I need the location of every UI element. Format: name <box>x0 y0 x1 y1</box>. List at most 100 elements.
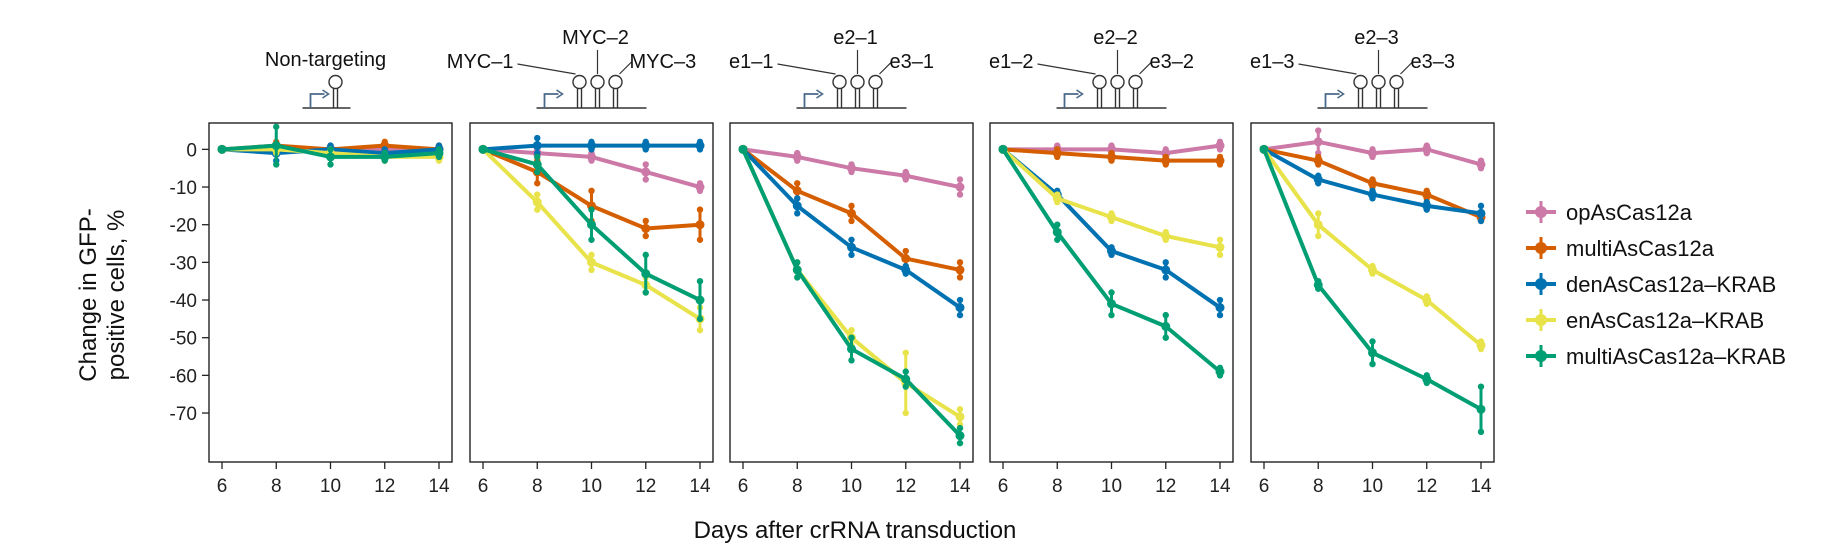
data-point <box>641 167 651 177</box>
data-point <box>1052 193 1062 203</box>
error-cap <box>696 206 704 213</box>
x-tick-label: 12 <box>635 476 656 497</box>
x-tick-label: 10 <box>581 476 602 497</box>
panel-frame <box>208 122 453 463</box>
error-cap <box>588 251 595 259</box>
error-cap <box>327 146 334 153</box>
error-cap <box>1162 259 1169 266</box>
y-tick-label: -70 <box>170 404 197 425</box>
error-cap <box>1477 202 1485 210</box>
data-point <box>792 265 802 275</box>
x-tick-label: 6 <box>1259 476 1270 497</box>
x-tick-label: 10 <box>841 476 862 497</box>
error-cap <box>956 406 964 413</box>
error-cap <box>1216 236 1224 243</box>
data-point <box>587 257 596 267</box>
guide-label: e1–3 <box>1250 51 1295 73</box>
data-point <box>1161 156 1171 166</box>
x-tick-label: 12 <box>895 476 916 497</box>
data-point <box>901 171 911 181</box>
data-point <box>1422 295 1432 305</box>
error-cap <box>534 168 541 176</box>
x-tick-label: 6 <box>998 476 1009 497</box>
legend-item: multiAsCas12a–KRAB <box>1526 344 1786 369</box>
data-point <box>380 152 390 162</box>
data-point <box>1368 178 1377 188</box>
error-cap <box>696 236 704 243</box>
data-point <box>901 374 911 384</box>
data-point <box>1422 201 1432 211</box>
legend-swatch-point <box>1535 350 1547 362</box>
error-cap <box>848 357 855 364</box>
y-axis-label-line1: Change in GFP- <box>75 208 102 381</box>
y-tick-label: -10 <box>170 178 197 199</box>
data-point <box>1368 265 1377 275</box>
error-cap <box>534 134 541 142</box>
data-point <box>847 208 856 218</box>
error-cap <box>848 236 855 243</box>
series-line <box>741 148 962 438</box>
error-cap <box>1369 338 1376 345</box>
data-point <box>1368 190 1377 200</box>
error-cap <box>902 349 909 356</box>
error-cap <box>588 206 595 213</box>
data-point <box>478 144 488 154</box>
error-cap <box>642 232 649 240</box>
data-point <box>271 141 281 151</box>
data-point <box>641 141 651 151</box>
data-point <box>695 220 705 230</box>
axis-labels: Change in GFP- positive cells, % Days af… <box>75 208 1016 544</box>
error-cap <box>1216 251 1224 259</box>
legend-swatch-point <box>1535 206 1547 218</box>
x-tick-label: 10 <box>1362 476 1383 497</box>
data-point <box>955 412 965 422</box>
panel-frame <box>1250 122 1495 463</box>
error-cap <box>1369 360 1376 368</box>
data-point <box>587 141 596 151</box>
error-cap <box>696 315 704 323</box>
data-point <box>955 265 965 275</box>
error-cap <box>902 247 909 255</box>
data-point <box>1107 246 1116 256</box>
data-point <box>792 152 802 162</box>
legend-item: enAsCas12a–KRAB <box>1526 308 1764 333</box>
data-point <box>695 141 705 151</box>
y-tick-label: -40 <box>170 291 197 312</box>
error-cap <box>1315 127 1322 134</box>
error-cap <box>642 251 649 259</box>
x-tick-label: 14 <box>1209 476 1231 497</box>
data-point <box>587 152 596 162</box>
error-cap <box>534 191 541 198</box>
data-point <box>1422 374 1432 384</box>
x-tick-label: 10 <box>1101 476 1122 497</box>
error-cap <box>794 180 801 187</box>
legend-item: denAsCas12a–KRAB <box>1526 272 1776 297</box>
error-cap <box>327 161 334 168</box>
data-point <box>1313 280 1323 290</box>
legend-label: denAsCas12a–KRAB <box>1566 272 1776 297</box>
error-cap <box>848 251 855 259</box>
error-cap <box>794 210 801 217</box>
data-point <box>1215 156 1225 166</box>
error-cap <box>588 187 595 194</box>
data-point <box>998 144 1008 154</box>
error-cap <box>1477 383 1485 390</box>
error-cap <box>956 191 964 198</box>
y-tick-label: -50 <box>170 329 197 350</box>
data-point <box>1215 242 1225 252</box>
x-tick-label: 8 <box>1313 476 1324 497</box>
error-cap <box>902 383 909 390</box>
error-cap <box>848 217 855 225</box>
y-tick-label: -60 <box>170 366 197 387</box>
data-point <box>695 182 705 192</box>
error-cap <box>902 409 909 417</box>
guide-label: e2–2 <box>1093 27 1138 49</box>
series-multiascas12a-krab <box>217 123 444 168</box>
guide-label: MYC–1 <box>447 51 514 73</box>
error-cap <box>1108 289 1115 296</box>
data-point <box>955 182 965 192</box>
y-tick-label: -20 <box>170 216 197 237</box>
data-point <box>1476 159 1486 169</box>
panels-layer: 6 8 10 12 14 0 -10 -20 -30 -40 -50 -60 -70 Non-target… <box>170 27 1495 497</box>
